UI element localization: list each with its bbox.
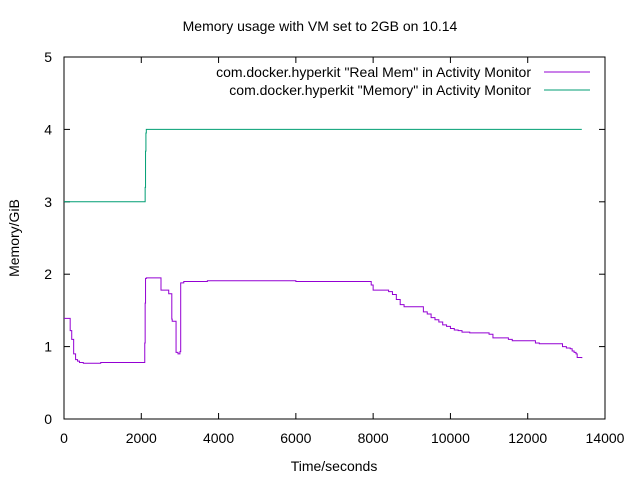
x-tick-label: 0 — [60, 430, 68, 446]
series-lines — [64, 128, 583, 364]
series-line-1 — [64, 128, 582, 203]
legend: com.docker.hyperkit "Real Mem" in Activi… — [216, 64, 590, 98]
x-tick-label: 4000 — [203, 430, 234, 446]
y-tick-label: 1 — [44, 339, 52, 355]
plot-border — [63, 56, 606, 420]
x-tick-label: 12000 — [508, 430, 547, 446]
series-line-0 — [64, 277, 583, 364]
chart-title: Memory usage with VM set to 2GB on 10.14 — [183, 18, 458, 34]
y-tick-label: 2 — [44, 266, 52, 282]
x-tick-label: 10000 — [431, 430, 470, 446]
y-axis-title: Memory/GiB — [6, 199, 22, 277]
x-axis-title: Time/seconds — [291, 458, 378, 474]
x-tick-label: 8000 — [358, 430, 389, 446]
y-tick-label: 4 — [44, 121, 52, 137]
y-axis: 0 1 2 3 4 5 — [44, 49, 605, 427]
legend-label-0: com.docker.hyperkit "Real Mem" in Activi… — [216, 64, 531, 80]
x-tick-label: 6000 — [280, 430, 311, 446]
y-tick-label: 3 — [44, 194, 52, 210]
x-tick-label: 14000 — [586, 430, 625, 446]
y-tick-label: 0 — [44, 411, 52, 427]
y-tick-label: 5 — [44, 49, 52, 65]
legend-label-1: com.docker.hyperkit "Memory" in Activity… — [229, 82, 531, 98]
x-axis: 0 2000 4000 6000 8000 10000 12000 14000 — [60, 57, 625, 446]
x-tick-label: 2000 — [126, 430, 157, 446]
